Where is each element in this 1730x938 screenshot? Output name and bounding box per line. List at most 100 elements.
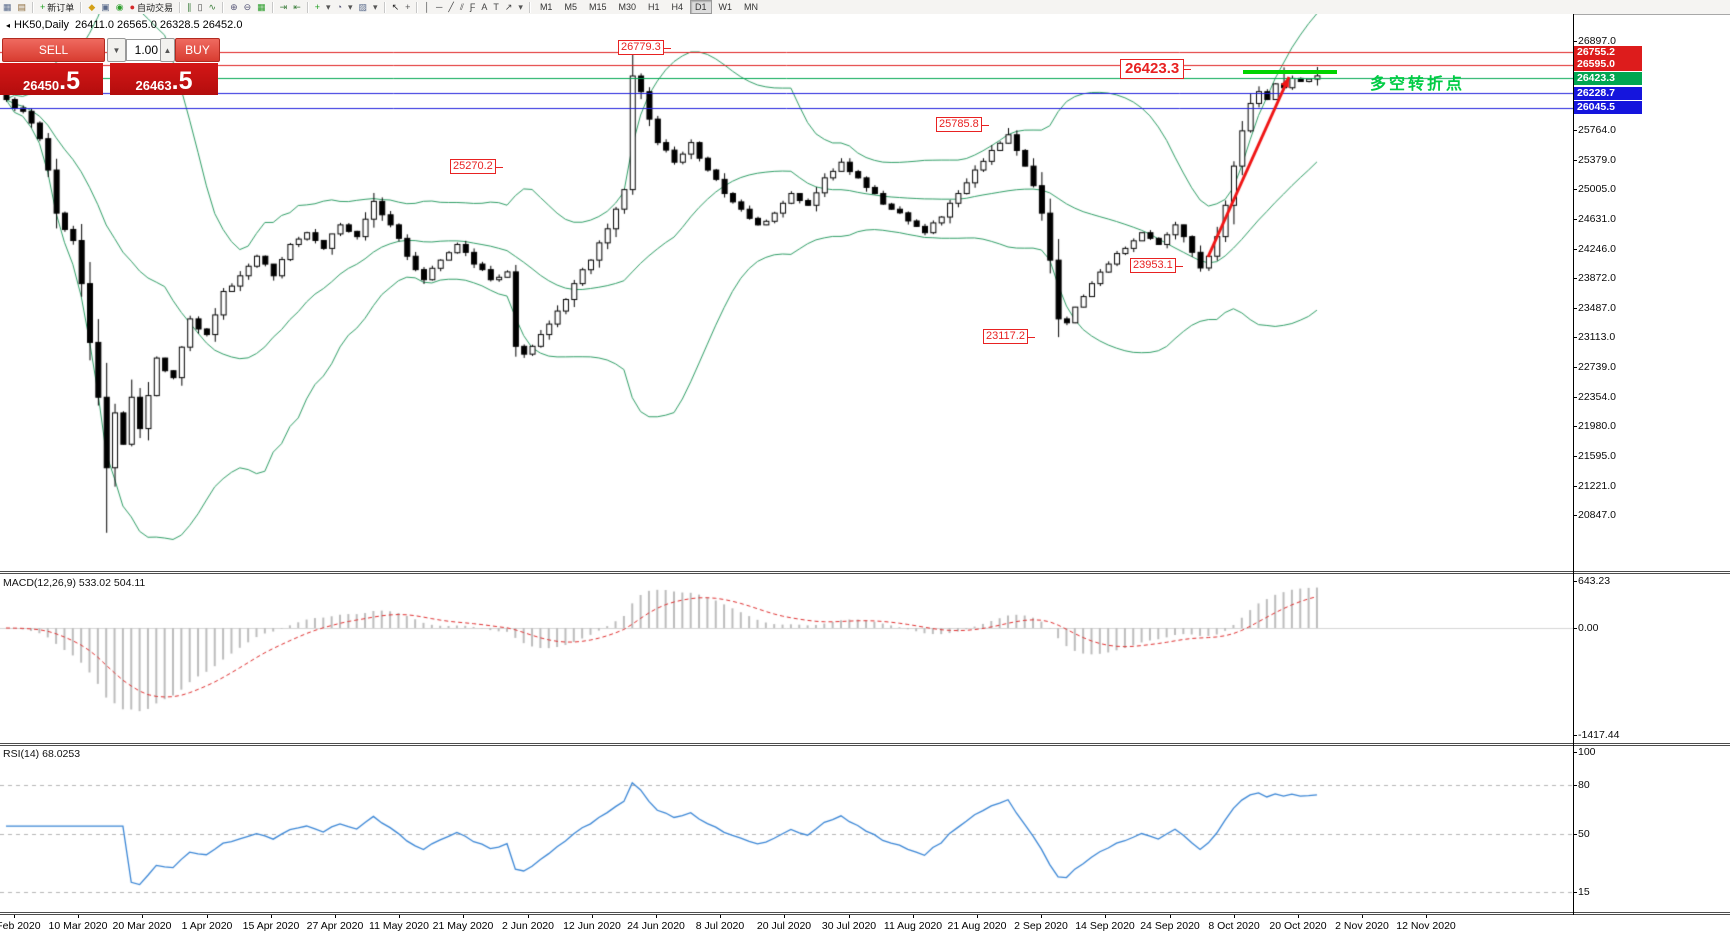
- profiles-button[interactable]: ▤: [15, 1, 30, 13]
- zoom-in-button[interactable]: ⊕: [227, 1, 241, 13]
- cursor-button[interactable]: ↖: [389, 1, 403, 13]
- price-tick-label: 22354.0: [1578, 391, 1616, 403]
- rsi-panel-divider[interactable]: [0, 743, 1730, 746]
- tile-windows-button[interactable]: ▦: [254, 1, 269, 13]
- buy-button[interactable]: BUY: [175, 38, 220, 62]
- new-order-button[interactable]: + 新订单: [37, 1, 77, 13]
- arrows-dropdown-button[interactable]: ▾: [515, 1, 526, 13]
- zoom-out-button[interactable]: ⊖: [241, 1, 255, 13]
- timeframe-button-M1[interactable]: M1: [539, 2, 553, 12]
- terminal-button[interactable]: ▣: [98, 1, 113, 13]
- channel-button[interactable]: ⫽: [457, 1, 467, 13]
- date-tick-mark: [977, 915, 978, 918]
- new-chart-button[interactable]: ▦: [0, 1, 15, 13]
- axis-tick-mark: [1573, 515, 1577, 516]
- trendline-button[interactable]: ╱: [445, 1, 456, 13]
- axis-tick-mark: [1573, 249, 1577, 250]
- macd-panel-divider[interactable]: [0, 571, 1730, 574]
- timeframe-button-W1[interactable]: W1: [718, 2, 733, 12]
- templates-dropdown-button[interactable]: ▾: [370, 1, 381, 13]
- volume-increase-button[interactable]: ▲: [160, 38, 175, 62]
- candle-chart-mode-button[interactable]: ▯: [195, 1, 206, 13]
- toolbar-separator: [80, 1, 83, 13]
- toolbar-separator: [416, 1, 419, 13]
- date-label: 15 Apr 2020: [242, 920, 300, 932]
- timeframe-button-H1[interactable]: H1: [648, 2, 660, 12]
- toolbar-separator: [528, 1, 531, 13]
- fibonacci-button[interactable]: Ƒ: [467, 1, 479, 13]
- timeframe-button-M30[interactable]: M30: [618, 2, 636, 12]
- price-callout-label[interactable]: 25785.8: [936, 117, 989, 132]
- horizontal-line-button[interactable]: ─: [433, 1, 445, 13]
- crosshair-button[interactable]: +: [402, 1, 413, 13]
- metaeditor-icon: ◆: [88, 2, 96, 12]
- date-label: 21 May 2020: [432, 920, 494, 932]
- macd-indicator-panel[interactable]: [0, 575, 1573, 743]
- volume-input[interactable]: 1.00: [126, 39, 163, 61]
- macd-main-value: 533.02: [78, 577, 111, 589]
- price-line-badge: 26045.5: [1574, 101, 1642, 114]
- price-callout-label[interactable]: 23117.2: [983, 329, 1035, 344]
- price-tick-label: 24246.0: [1578, 243, 1616, 255]
- price-tick-label: 20847.0: [1578, 509, 1616, 521]
- toolbar-separator: [32, 1, 35, 13]
- turning-point-annotation[interactable]: 多空转折点: [1370, 76, 1466, 93]
- axis-tick-mark: [1573, 308, 1577, 309]
- rsi-value: 68.0253: [42, 748, 81, 760]
- date-label: 7 Feb 2020: [0, 920, 41, 932]
- price-tick-label: 21980.0: [1578, 420, 1616, 432]
- timeframe-button-M15[interactable]: M15: [588, 2, 607, 12]
- sell-price-display[interactable]: 26450.5: [0, 63, 103, 95]
- date-tick-mark: [784, 915, 785, 918]
- text-button[interactable]: A: [478, 1, 490, 13]
- price-tick-label: 21595.0: [1578, 450, 1616, 462]
- buy-price-display[interactable]: 26463.5: [110, 63, 218, 95]
- metaeditor-button[interactable]: ◆: [85, 1, 98, 13]
- timeframe-button-D1[interactable]: D1: [690, 0, 712, 14]
- main-price-chart[interactable]: [0, 14, 1573, 572]
- green-level-segment[interactable]: [1243, 70, 1337, 74]
- volume-decrease-button[interactable]: ▼: [107, 38, 126, 62]
- macd-tick-label: 0.00: [1578, 622, 1599, 634]
- axis-tick-mark: [1573, 41, 1577, 42]
- buy-price-base: 26463: [135, 78, 172, 93]
- label-button[interactable]: T: [490, 1, 502, 13]
- date-label: 8 Oct 2020: [1208, 920, 1260, 932]
- date-label: 20 Jul 2020: [756, 920, 812, 932]
- price-callout-label[interactable]: 23953.1: [1130, 258, 1183, 273]
- autotrading-button[interactable]: ● 自动交易: [127, 1, 176, 13]
- price-tick-label: 23113.0: [1578, 331, 1616, 343]
- date-tick-mark: [656, 915, 657, 918]
- symbol-period-label: HK50,Daily: [14, 19, 70, 31]
- indicator-dropdown-button[interactable]: ▾: [323, 1, 334, 13]
- price-line-badge: 26595.0: [1574, 58, 1642, 71]
- toolbar-separator: [222, 1, 225, 13]
- period-dropdown-button[interactable]: ▾: [345, 1, 356, 13]
- rsi-indicator-panel[interactable]: [0, 746, 1573, 912]
- timeframe-button-H4[interactable]: H4: [671, 2, 684, 12]
- bar-chart-mode-button[interactable]: ∥: [184, 1, 195, 13]
- signals-button[interactable]: ◉: [113, 1, 127, 13]
- time-axis[interactable]: 7 Feb 2020 10 Mar 2020 20 Mar 2020 1 Apr 20…: [0, 915, 1730, 938]
- timeframe-button-M5[interactable]: M5: [564, 2, 577, 12]
- chart-shift-button[interactable]: ⇤: [290, 1, 304, 13]
- auto-scroll-button[interactable]: ⇥: [277, 1, 291, 13]
- templates-button[interactable]: ▨: [356, 1, 371, 13]
- line-chart-mode-button[interactable]: ∿: [206, 1, 220, 13]
- auto-scroll-icon: ⇥: [279, 2, 288, 12]
- price-callout-label[interactable]: 26423.3: [1120, 59, 1192, 79]
- chart-marker-icon: ◂: [6, 21, 11, 30]
- sell-button[interactable]: SELL: [2, 38, 105, 62]
- date-label: 12 Jun 2020: [563, 920, 621, 932]
- price-callout-label[interactable]: 26779.3: [618, 40, 671, 55]
- fibonacci-icon: Ƒ: [469, 2, 476, 12]
- timeframe-button-MN[interactable]: MN: [744, 2, 759, 12]
- add-indicator-button[interactable]: +: [312, 1, 323, 13]
- terminal-icon: ▣: [101, 2, 110, 12]
- date-tick-mark: [1362, 915, 1363, 918]
- axis-tick-mark: [1573, 426, 1577, 427]
- vertical-line-button[interactable]: │: [421, 1, 433, 13]
- price-callout-label[interactable]: 25270.2: [450, 159, 503, 174]
- arrows-button[interactable]: ↗: [502, 1, 516, 13]
- period-clock-button[interactable]: ◔: [334, 1, 345, 13]
